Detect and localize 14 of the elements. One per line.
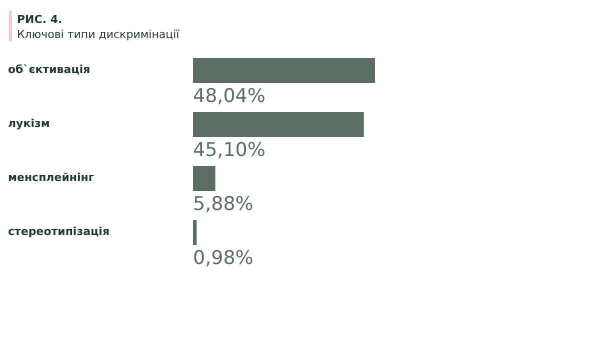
- y-tick-label: менсплейнінг: [8, 171, 94, 184]
- y-tick-label: об`єктивація: [8, 63, 90, 76]
- text: РИС. 4.: [17, 13, 62, 26]
- text: Ключові типи дискримінації: [17, 28, 180, 41]
- bar: [193, 112, 364, 137]
- bar: [193, 220, 197, 245]
- bar: [193, 166, 216, 191]
- y-tick-label: стереотипізація: [8, 225, 110, 238]
- data-label: 48,04%: [193, 85, 266, 107]
- data-label: 0,98%: [193, 247, 254, 269]
- bar: [193, 58, 375, 83]
- y-tick-label: лукізм: [8, 117, 50, 130]
- data-label: 5,88%: [193, 193, 254, 215]
- data-label: 45,10%: [193, 139, 266, 161]
